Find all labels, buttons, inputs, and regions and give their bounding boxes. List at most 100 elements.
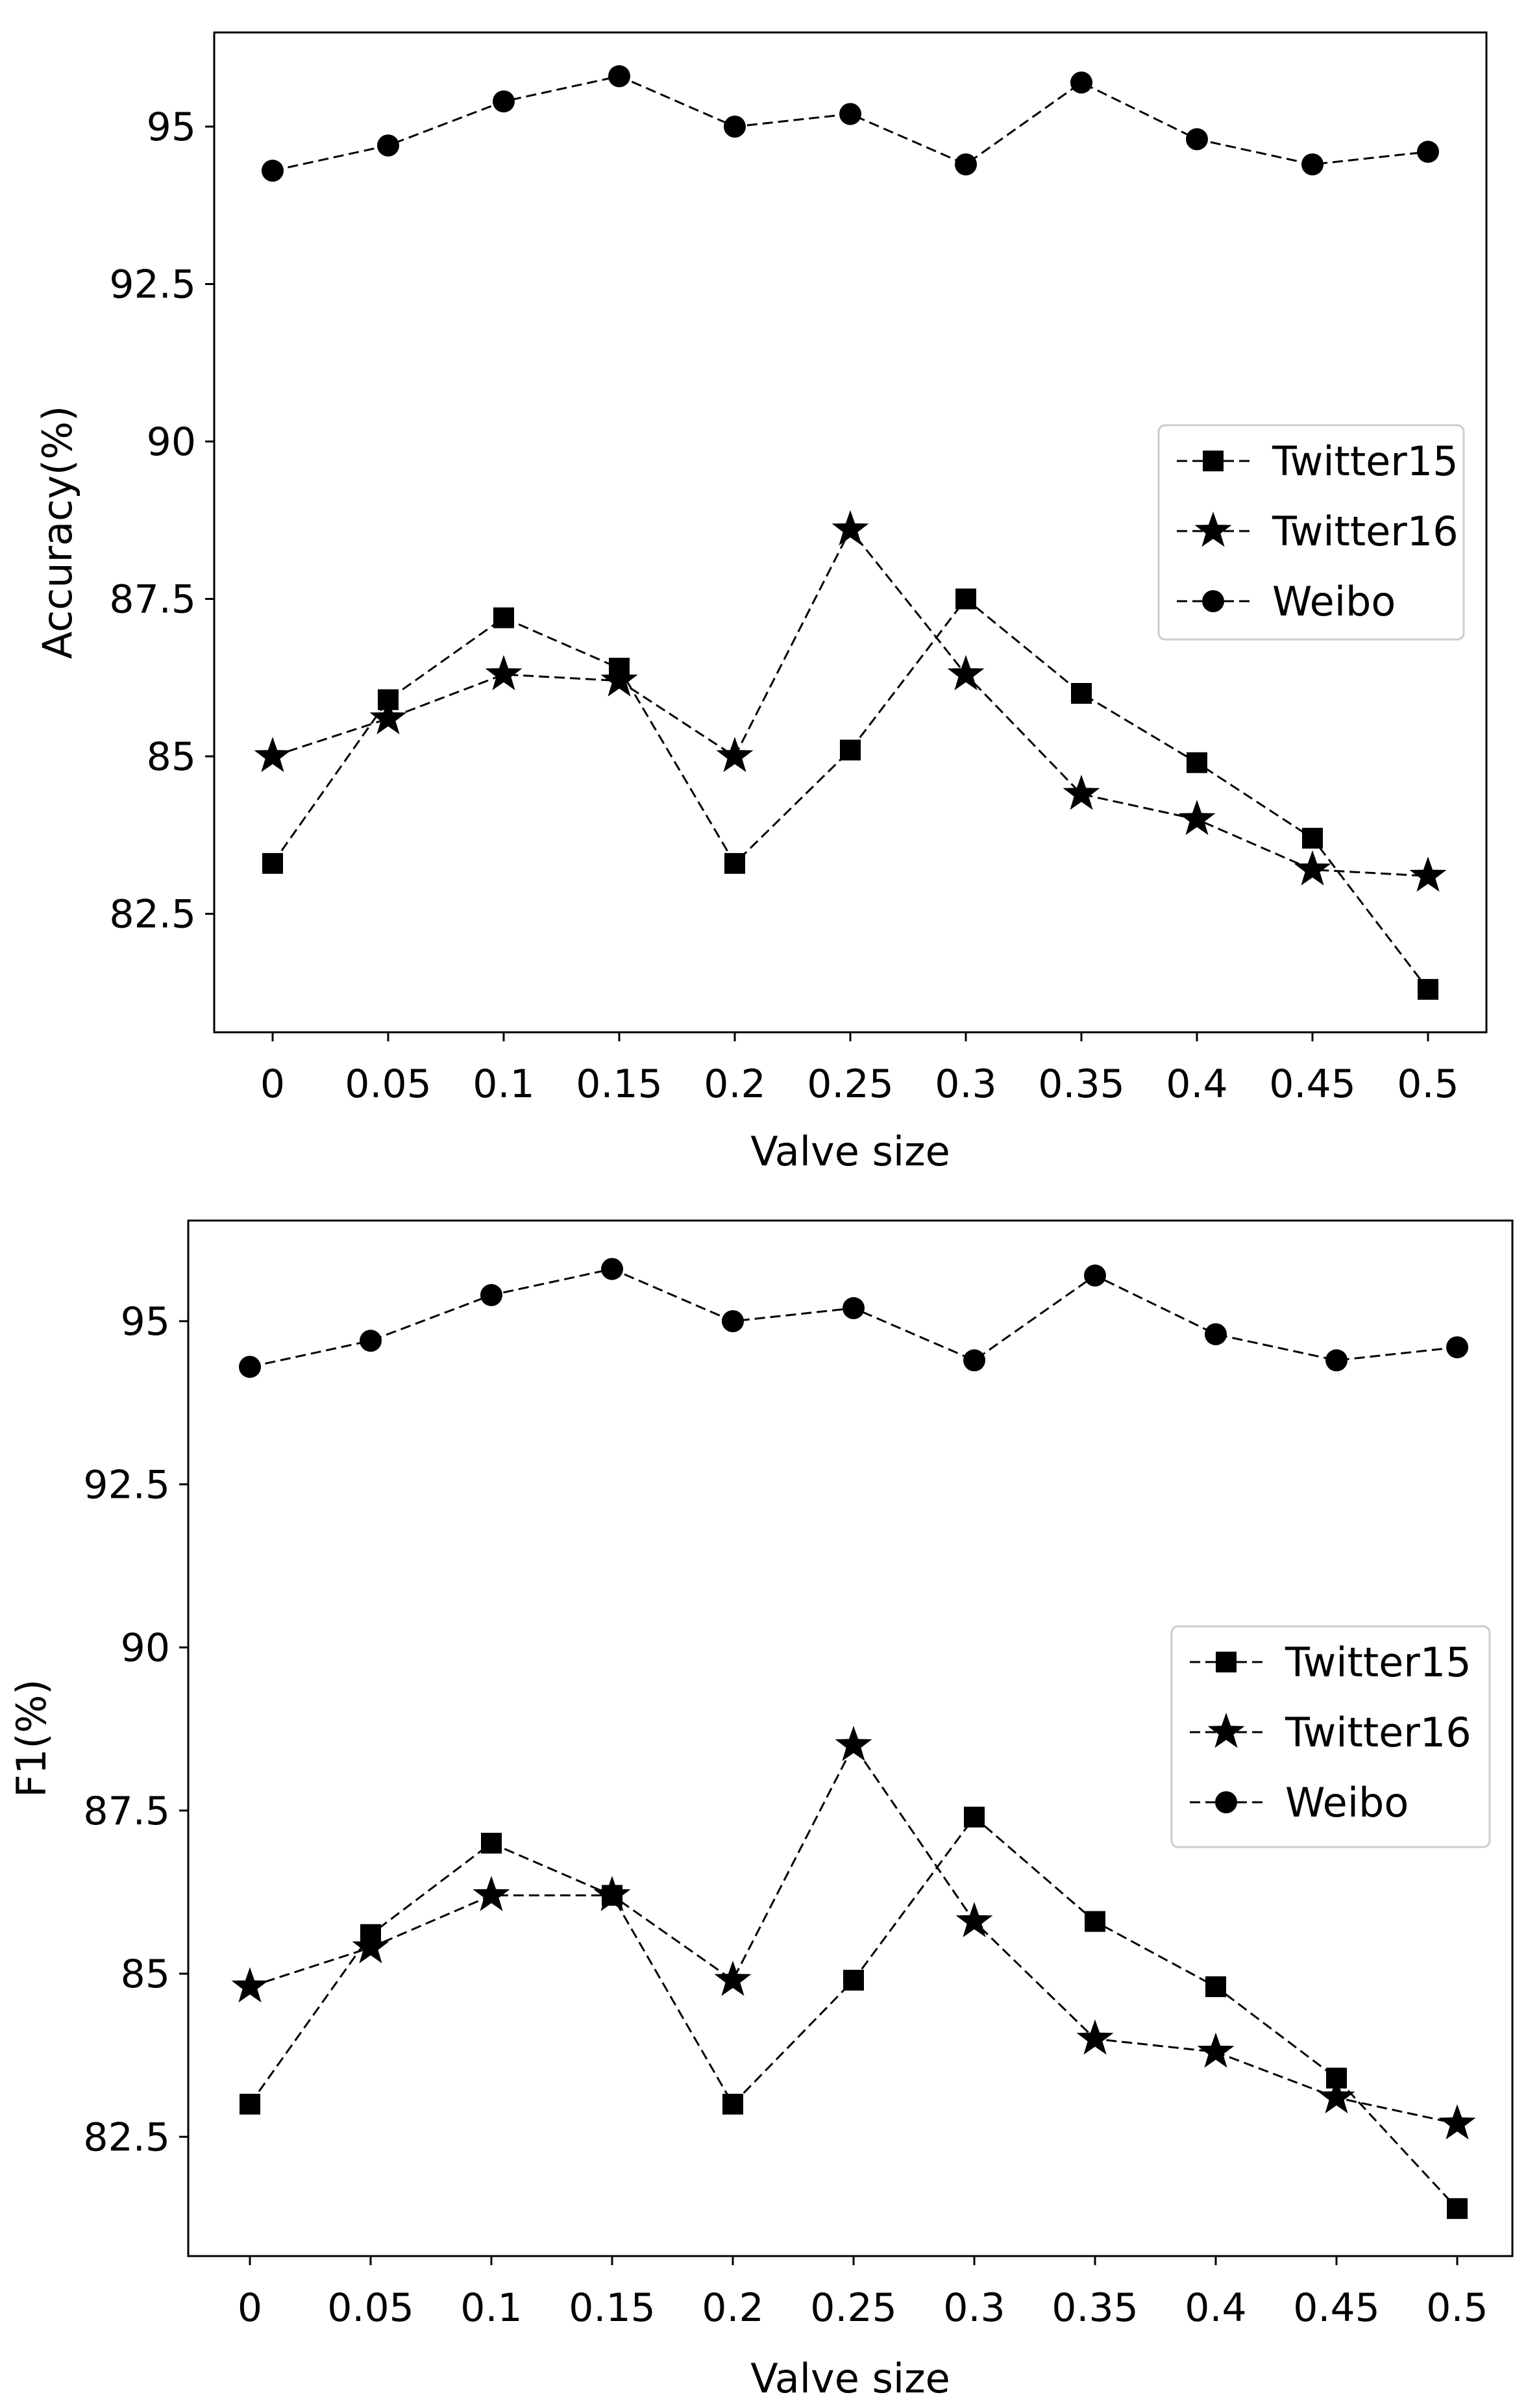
data-point xyxy=(1417,140,1439,163)
data-point xyxy=(1418,978,1438,1000)
data-point xyxy=(262,852,283,874)
series-twitter15 xyxy=(240,1806,1468,2219)
x-tick-label: 0.4 xyxy=(1166,1061,1227,1107)
y-axis-label: F1(%) xyxy=(8,1679,55,1797)
legend-label: Weibo xyxy=(1285,1779,1409,1826)
series-line xyxy=(271,597,1429,990)
data-point xyxy=(1301,153,1324,176)
data-point xyxy=(1084,1264,1106,1287)
data-point xyxy=(955,588,976,610)
f1-chart: 0 0.05 0.1 0.15 0.2 0.25 0.3 0.35 0.4 0.45 0.5 82.5… xyxy=(8,1219,1514,2402)
data-point xyxy=(955,153,977,176)
series-twitter16 xyxy=(254,510,1447,892)
data-point xyxy=(352,1928,389,1964)
data-point xyxy=(593,1876,631,1911)
x-tick-label: 0.05 xyxy=(327,2285,414,2331)
y-tick-label: 87.5 xyxy=(109,577,196,623)
data-point xyxy=(714,1961,752,1996)
legend-marker xyxy=(1202,590,1224,612)
data-point xyxy=(716,737,754,773)
data-point xyxy=(947,654,985,691)
data-point xyxy=(1294,850,1331,886)
data-point xyxy=(831,510,869,546)
data-point xyxy=(840,739,861,761)
x-tick-label: 0 xyxy=(238,2285,262,2331)
data-point xyxy=(262,159,284,182)
x-tick-label: 0.3 xyxy=(943,2285,1005,2331)
y-tick-label: 82.5 xyxy=(109,892,196,937)
data-point xyxy=(485,654,523,691)
y-tick-label: 82.5 xyxy=(83,2115,170,2160)
legend-label: Twitter16 xyxy=(1272,508,1459,555)
data-point xyxy=(369,699,407,735)
series-line xyxy=(249,1815,1459,2209)
data-point xyxy=(473,1876,510,1911)
data-point xyxy=(839,103,861,125)
y-tick-label: 95 xyxy=(121,1299,170,1345)
data-point xyxy=(1318,2078,1355,2114)
data-point xyxy=(240,2094,260,2115)
x-tick-label: 0.35 xyxy=(1052,2285,1139,2331)
legend-box xyxy=(1157,424,1465,641)
x-tick-label: 0.35 xyxy=(1038,1061,1125,1107)
y-axis-label: Accuracy(%) xyxy=(34,406,81,659)
x-tick-label: 0.3 xyxy=(935,1061,996,1107)
data-point xyxy=(963,1349,985,1372)
x-tick-label: 0.15 xyxy=(569,2285,656,2331)
data-point xyxy=(1178,800,1216,836)
x-tick-label: 0.4 xyxy=(1185,2285,1246,2331)
data-point xyxy=(1186,128,1208,151)
legend-label: Weibo xyxy=(1272,578,1396,625)
data-point xyxy=(600,661,638,697)
x-tick-label: 0.5 xyxy=(1397,1061,1459,1107)
series-twitter15 xyxy=(262,588,1438,1000)
data-point xyxy=(360,1330,382,1352)
y-tick-label: 85 xyxy=(121,1952,170,1997)
y-tick-label: 92.5 xyxy=(109,262,196,308)
data-point xyxy=(1070,71,1092,94)
data-point xyxy=(843,1297,865,1319)
legend-label: Twitter15 xyxy=(1272,438,1459,485)
x-tick-label: 0.5 xyxy=(1426,2285,1488,2331)
data-point xyxy=(724,852,745,874)
data-point xyxy=(835,1726,872,1761)
data-point xyxy=(1325,1349,1348,1372)
x-tick-label: 0.15 xyxy=(576,1061,663,1107)
series-weibo xyxy=(262,65,1439,182)
x-tick-label: 0.25 xyxy=(807,1061,894,1107)
data-point xyxy=(843,1970,864,1991)
data-point xyxy=(1205,1323,1227,1346)
data-point xyxy=(1205,1976,1226,1998)
series-weibo xyxy=(239,1258,1468,1378)
legend-marker xyxy=(1215,1791,1237,1813)
data-point xyxy=(601,1258,623,1280)
y-tick-label: 92.5 xyxy=(83,1462,170,1508)
data-point xyxy=(1071,683,1092,704)
data-point xyxy=(1085,1911,1105,1932)
legend-marker xyxy=(1216,1652,1237,1672)
y-tick-label: 85 xyxy=(147,734,196,780)
y-tick-label: 90 xyxy=(121,1626,170,1671)
legend-label: Twitter15 xyxy=(1285,1639,1471,1686)
legend: Twitter15 Twitter16 Weibo xyxy=(1157,424,1465,641)
legend-box xyxy=(1170,1625,1491,1848)
series-line xyxy=(272,75,1429,172)
x-tick-label: 0.2 xyxy=(704,1061,765,1107)
legend: Twitter15 Twitter16 Weibo xyxy=(1170,1625,1491,1848)
data-point xyxy=(254,737,291,773)
y-tick-label: 87.5 xyxy=(83,1789,170,1834)
legend-marker xyxy=(1203,451,1224,471)
x-axis-label: Valve size xyxy=(750,1128,950,1175)
data-point xyxy=(964,1806,985,1828)
x-tick-label: 0.05 xyxy=(345,1061,432,1107)
data-point xyxy=(1197,2032,1235,2068)
x-tick-label: 0.1 xyxy=(473,1061,534,1107)
data-point xyxy=(481,1833,502,1854)
data-point xyxy=(1063,775,1100,810)
x-tick-label: 0.25 xyxy=(810,2285,897,2331)
x-tick-label: 0 xyxy=(260,1061,285,1107)
plot-frame xyxy=(187,1219,1514,2257)
data-point xyxy=(1076,2019,1114,2055)
data-point xyxy=(722,1310,744,1332)
